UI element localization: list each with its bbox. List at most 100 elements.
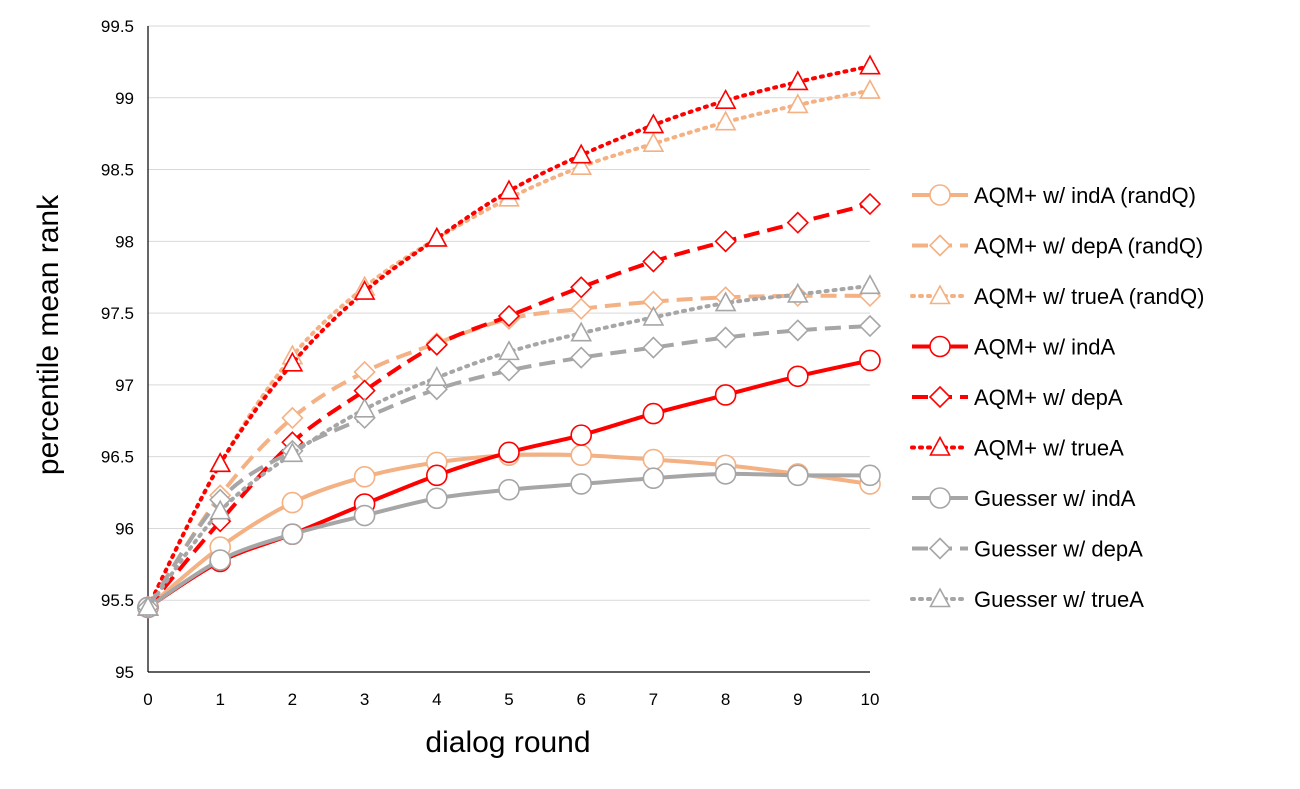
data-point [714,230,737,253]
data-point [642,132,665,153]
data-point [498,441,520,464]
y-axis-title: percentile mean rank [32,194,65,475]
x-tick-label: 7 [649,690,658,709]
data-point [137,595,159,616]
data-point [570,473,593,495]
legend-label: AQM+ w/ indA [974,335,1116,360]
legend-label: AQM+ w/ trueA (randQ) [974,284,1204,309]
data-point [353,397,376,418]
data-point [714,384,737,406]
series-line [146,283,872,610]
x-tick-label: 6 [576,690,585,709]
data-point [570,424,593,446]
y-tick-label: 95.5 [101,591,134,610]
data-point [786,319,809,342]
data-point [714,88,737,109]
data-point [570,444,593,467]
legend-item: AQM+ w/ indA (randQ) [912,183,1196,208]
data-point [497,304,521,328]
y-tick-label: 95 [115,663,134,682]
series-6 [137,54,881,616]
legend-item: AQM+ w/ trueA [910,435,1124,461]
legend-marker [929,184,951,206]
y-tick-label: 96.5 [101,448,134,467]
data-point [642,113,665,134]
data-point [570,321,593,342]
tick-labels: 95 95.5 96 96.5 97 97.5 98 98.5 99 99.5 0 1 2 3 4 5 6 7 8 9… [101,17,880,709]
legend-item: Guesser w/ depA [912,537,1143,562]
x-tick-label: 9 [793,690,802,709]
series-line [146,293,871,609]
data-point [570,143,593,164]
legend-label: AQM+ w/ indA (randQ) [974,183,1196,208]
data-point [859,274,881,295]
series-1 [137,444,881,619]
data-point [209,549,231,571]
legend-marker [929,284,951,305]
x-tick-label: 0 [143,690,152,709]
data-point [786,211,809,234]
data-point [209,499,232,520]
data-point [353,279,376,300]
y-tick-label: 97 [115,376,134,395]
series-8 [136,314,882,619]
data-point [642,336,665,359]
data-point [858,314,882,338]
data-point [497,359,521,382]
x-tick-label: 4 [432,690,441,709]
data-point [570,297,593,320]
data-point [281,351,304,372]
data-point [859,54,881,75]
data-point [570,155,593,175]
x-tick-label: 2 [288,690,297,709]
data-point [498,340,520,361]
legend-item: Guesser w/ indA [912,486,1136,511]
legend: AQM+ w/ indA (randQ) AQM+ w/ depA (randQ)… [910,183,1204,612]
data-point [786,464,809,487]
data-point [786,93,809,114]
data-point [425,226,448,247]
legend-item: Guesser w/ trueA [910,587,1144,612]
y-tick-label: 97.5 [101,304,134,323]
legend-marker [929,587,951,608]
legend-marker [929,435,951,456]
data-point [642,402,665,425]
series-line [146,64,872,610]
data-point [425,464,448,487]
y-tick-label: 99 [115,89,134,108]
data-point [498,478,520,501]
legend-label: Guesser w/ depA [974,537,1143,562]
data-point [498,179,520,200]
data-point [353,465,376,488]
legend-item: AQM+ w/ depA [912,385,1123,410]
data-point [859,349,881,372]
x-tick-label: 10 [861,690,880,709]
legend-label: AQM+ w/ depA [974,385,1123,410]
data-point [858,192,882,216]
series-9 [137,274,881,616]
axes [147,26,870,673]
data-point [425,487,448,510]
data-point [209,452,232,473]
data-point [714,291,737,312]
y-tick-label: 96 [115,519,134,538]
series-5 [136,192,882,619]
data-point [786,282,809,303]
data-point [281,523,304,545]
legend-marker [928,385,952,409]
data-point [353,504,376,527]
legend-label: Guesser w/ trueA [974,587,1144,612]
data-point [714,326,737,349]
series-layer [136,54,882,619]
legend-marker [929,487,951,509]
x-tick-label: 3 [360,690,369,709]
data-point [642,250,665,273]
data-point [353,360,376,384]
y-tick-label: 98.5 [101,161,134,180]
legend-item: AQM+ w/ indA [912,335,1116,360]
data-point [281,406,304,430]
data-point [281,491,304,514]
data-point [642,305,665,326]
legend-marker [928,234,952,257]
